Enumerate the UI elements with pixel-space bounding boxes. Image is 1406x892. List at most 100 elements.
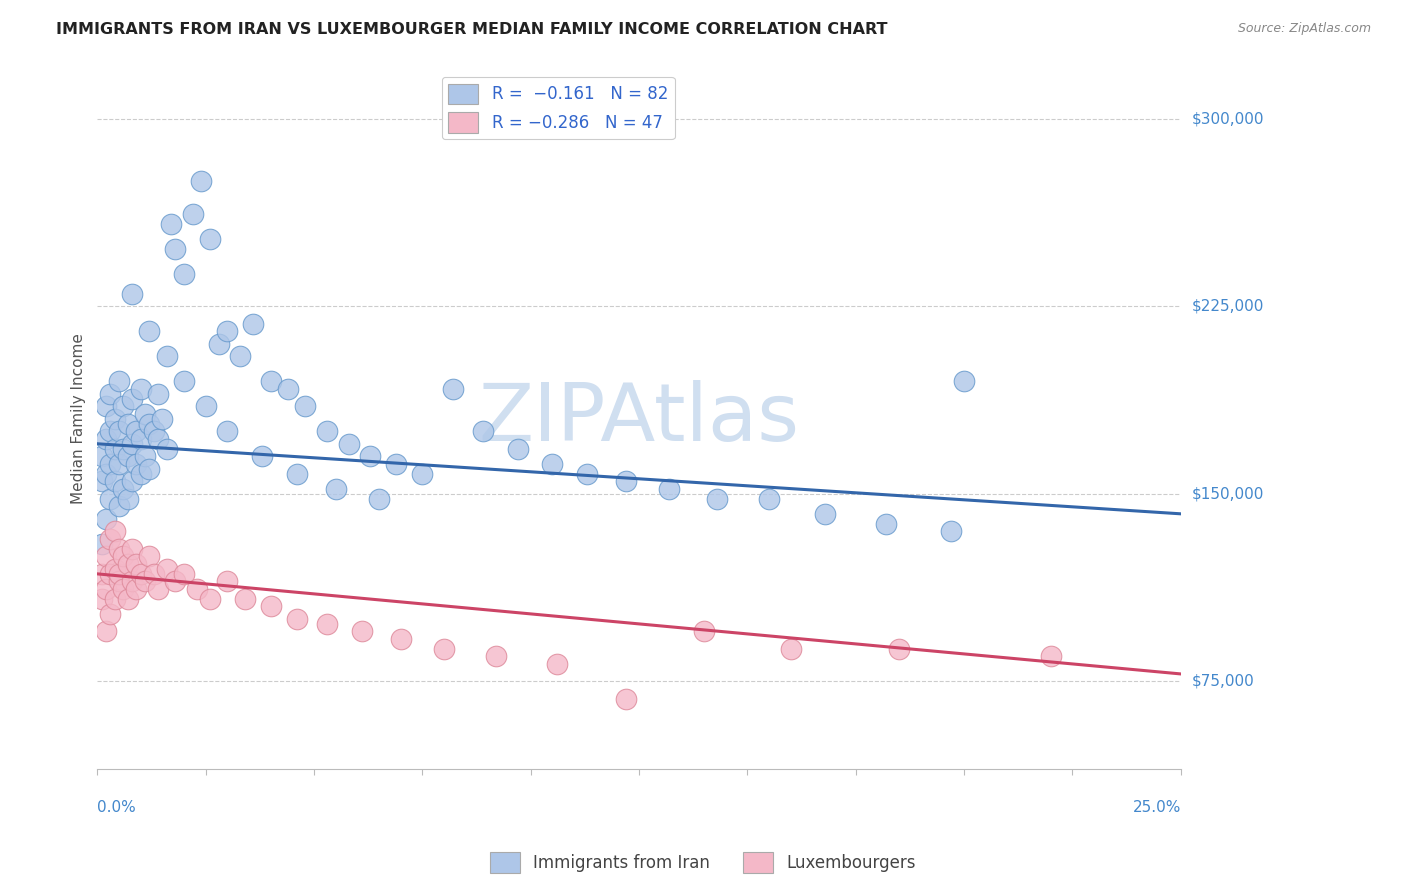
Point xyxy=(117,557,139,571)
Point xyxy=(285,612,308,626)
Point xyxy=(198,232,221,246)
Point xyxy=(94,512,117,526)
Point xyxy=(104,442,127,456)
Text: 0.0%: 0.0% xyxy=(97,799,136,814)
Point xyxy=(112,482,135,496)
Point xyxy=(94,399,117,413)
Point xyxy=(94,549,117,564)
Point xyxy=(142,424,165,438)
Legend: R =  −0.161   N = 82, R = −0.286   N = 47: R = −0.161 N = 82, R = −0.286 N = 47 xyxy=(441,77,675,139)
Point xyxy=(121,541,143,556)
Point xyxy=(98,532,121,546)
Point xyxy=(658,482,681,496)
Point xyxy=(117,417,139,431)
Point xyxy=(485,649,508,664)
Point xyxy=(250,450,273,464)
Point xyxy=(779,641,801,656)
Point xyxy=(112,549,135,564)
Text: $75,000: $75,000 xyxy=(1192,674,1254,689)
Point xyxy=(104,475,127,489)
Point xyxy=(350,624,373,639)
Point xyxy=(156,442,179,456)
Point xyxy=(385,457,408,471)
Point xyxy=(693,624,716,639)
Point xyxy=(546,657,568,671)
Point xyxy=(233,591,256,606)
Point xyxy=(186,582,208,596)
Point xyxy=(614,692,637,706)
Point xyxy=(138,462,160,476)
Point xyxy=(953,374,976,388)
Point xyxy=(294,399,316,413)
Point xyxy=(90,537,112,551)
Point xyxy=(260,599,283,614)
Point xyxy=(576,467,599,481)
Point xyxy=(411,467,433,481)
Point xyxy=(104,524,127,539)
Text: $300,000: $300,000 xyxy=(1192,112,1264,126)
Point xyxy=(325,482,347,496)
Point xyxy=(156,349,179,363)
Point xyxy=(121,286,143,301)
Point xyxy=(706,491,728,506)
Point xyxy=(90,591,112,606)
Point xyxy=(441,382,464,396)
Point xyxy=(260,374,283,388)
Point xyxy=(108,500,131,514)
Point xyxy=(98,566,121,581)
Point xyxy=(125,557,148,571)
Point xyxy=(121,437,143,451)
Point xyxy=(173,374,195,388)
Point xyxy=(389,632,412,646)
Point xyxy=(129,467,152,481)
Point xyxy=(134,574,156,589)
Point xyxy=(337,437,360,451)
Point xyxy=(117,491,139,506)
Point xyxy=(875,516,897,531)
Point xyxy=(125,457,148,471)
Point xyxy=(112,582,135,596)
Point xyxy=(190,174,212,188)
Point xyxy=(160,217,183,231)
Point xyxy=(194,399,217,413)
Point xyxy=(104,591,127,606)
Text: Source: ZipAtlas.com: Source: ZipAtlas.com xyxy=(1237,22,1371,36)
Point xyxy=(94,467,117,481)
Point xyxy=(112,399,135,413)
Point xyxy=(359,450,381,464)
Point xyxy=(165,242,187,256)
Point xyxy=(208,336,231,351)
Point xyxy=(134,407,156,421)
Point xyxy=(104,562,127,576)
Point xyxy=(614,475,637,489)
Legend: Immigrants from Iran, Luxembourgers: Immigrants from Iran, Luxembourgers xyxy=(484,846,922,880)
Point xyxy=(472,424,495,438)
Point xyxy=(173,566,195,581)
Point xyxy=(541,457,564,471)
Point xyxy=(108,574,131,589)
Point xyxy=(316,424,339,438)
Point xyxy=(181,206,204,220)
Point xyxy=(138,549,160,564)
Point xyxy=(90,566,112,581)
Point xyxy=(138,417,160,431)
Point xyxy=(121,475,143,489)
Point xyxy=(125,424,148,438)
Point xyxy=(146,386,169,401)
Text: $150,000: $150,000 xyxy=(1192,486,1264,501)
Point xyxy=(108,541,131,556)
Point xyxy=(433,641,456,656)
Point xyxy=(94,582,117,596)
Point xyxy=(129,432,152,446)
Point xyxy=(814,507,837,521)
Point xyxy=(146,582,169,596)
Point xyxy=(108,457,131,471)
Point xyxy=(98,386,121,401)
Point xyxy=(285,467,308,481)
Point xyxy=(889,641,911,656)
Point xyxy=(368,491,391,506)
Point xyxy=(98,424,121,438)
Point xyxy=(229,349,252,363)
Point xyxy=(1039,649,1062,664)
Point xyxy=(129,566,152,581)
